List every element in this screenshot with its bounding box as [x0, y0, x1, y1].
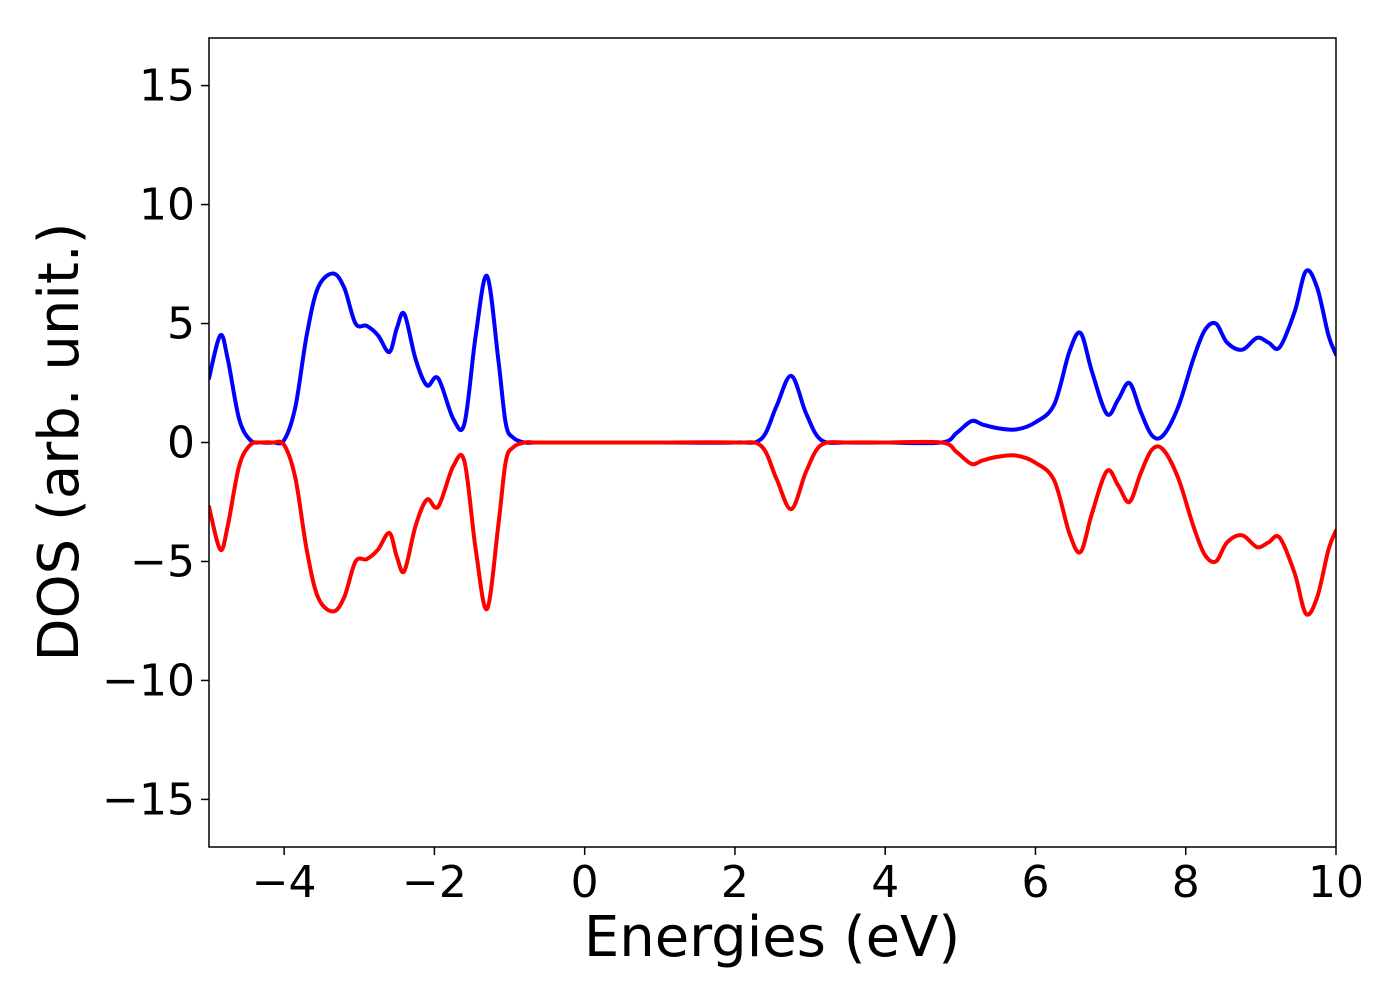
- y-tick-label: 15: [139, 61, 195, 112]
- y-tick-label: −15: [102, 774, 195, 825]
- x-tick-label: 2: [721, 857, 749, 908]
- series-0-line: [209, 268, 1336, 446]
- y-tick-label: 0: [167, 418, 195, 469]
- x-axis-label: Energies (eV): [584, 905, 960, 970]
- x-axis: −4 −2 0 2 4 6 8 10: [252, 847, 1364, 908]
- series-layer: [209, 268, 1336, 617]
- x-tick-label: 4: [871, 857, 899, 908]
- y-tick-label: −5: [130, 536, 195, 587]
- x-tick-label: 0: [571, 857, 599, 908]
- y-tick-label: −10: [102, 655, 195, 706]
- x-tick-label: −4: [252, 857, 317, 908]
- x-tick-label: −2: [402, 857, 467, 908]
- y-tick-label: 5: [167, 299, 195, 350]
- y-axis: −15 −10 −5 0 5 10 15: [102, 61, 209, 825]
- y-axis-label: DOS (arb. unit.): [27, 222, 92, 661]
- y-tick-label: 10: [139, 180, 195, 231]
- series-1-line: [209, 439, 1336, 617]
- x-tick-label: 8: [1172, 857, 1200, 908]
- x-tick-label: 6: [1021, 857, 1049, 908]
- x-tick-label: 10: [1308, 857, 1364, 908]
